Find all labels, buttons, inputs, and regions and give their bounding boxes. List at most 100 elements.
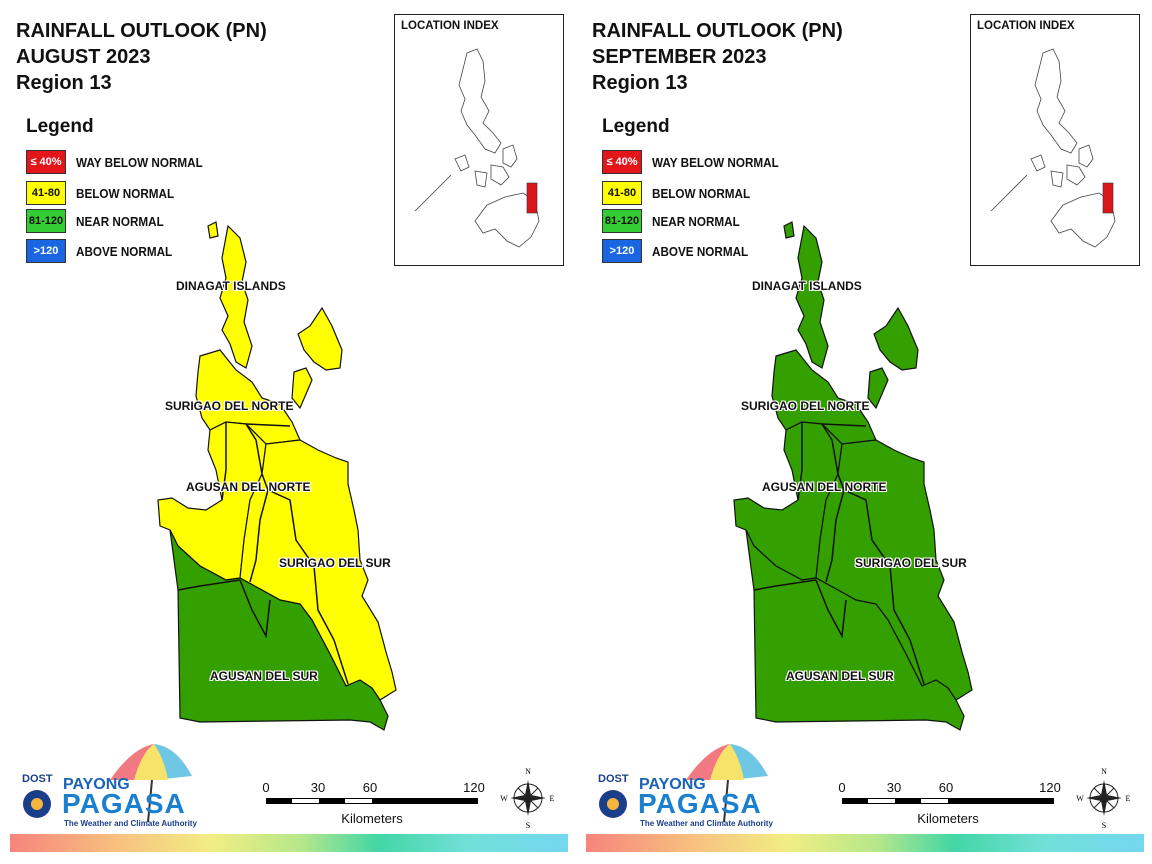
legend-swatch: ≤ 40%: [26, 150, 66, 174]
legend-swatch: 41-80: [602, 181, 642, 205]
label-agusan-norte: AGUSAN DEL NORTE: [186, 480, 311, 494]
boundary-line: [815, 579, 847, 639]
dinagat-island: [795, 224, 829, 369]
label-agusan-sur: AGUSAN DEL SUR: [786, 669, 894, 683]
scale-units: Kilometers: [341, 811, 403, 826]
siargao-island: [873, 306, 919, 371]
philippines-locator-map: [414, 48, 540, 248]
label-dinagat: DINAGAT ISLANDS: [752, 279, 862, 293]
label-surigao-norte: SURIGAO DEL NORTE: [165, 399, 294, 413]
boundary-line: [221, 422, 227, 501]
legend-item-way-below: ≤ 40% WAY BELOW NORMAL: [26, 149, 217, 175]
logo-dost: DOST: [598, 773, 629, 785]
scale-bar: 0 30 60 120 Kilometers: [838, 780, 1068, 830]
legend-item-below: 41-80 BELOW NORMAL: [602, 180, 761, 206]
region-13-highlight: [526, 182, 538, 214]
scale-bar-graphic: [266, 798, 478, 804]
boundary-line: [821, 423, 867, 427]
boundary-line: [797, 422, 803, 501]
title-line-3: Region 13: [592, 72, 688, 94]
map-title: RAINFALL OUTLOOK (PN) AUGUST 2023 Region…: [16, 18, 267, 96]
legend-label: ABOVE NORMAL: [76, 243, 173, 259]
scale-tick: 60: [362, 780, 378, 795]
legend-label: BELOW NORMAL: [652, 185, 751, 201]
legend-item-above: >120 ABOVE NORMAL: [26, 238, 183, 264]
boundary-line: [267, 489, 349, 685]
map-panel-september: RAINFALL OUTLOOK (PN) SEPTEMBER 2023 Reg…: [576, 0, 1152, 864]
location-index: LOCATION INDEX: [394, 14, 564, 266]
location-index-title: LOCATION INDEX: [401, 20, 499, 32]
dinagat-islet: [783, 221, 795, 239]
boundary-line: [753, 579, 817, 591]
region-13-map: [157, 221, 397, 731]
logo-tagline: The Weather and Climate Authority: [64, 819, 197, 828]
compass-rose-icon: N S W E: [500, 767, 555, 830]
bucas-grande: [291, 367, 313, 410]
compass-e: E: [1126, 794, 1131, 803]
bucas-grande: [867, 367, 889, 410]
logo-payong: PAYONG: [639, 776, 706, 793]
legend-label: WAY BELOW NORMAL: [76, 154, 203, 170]
legend-swatch: ≤ 40%: [602, 150, 642, 174]
legend-swatch: >120: [26, 239, 66, 263]
boundary-line: [239, 579, 271, 639]
scale-tick: 120: [463, 780, 485, 795]
logo-payong: PAYONG: [63, 776, 130, 793]
compass-n: N: [1101, 767, 1107, 776]
legend-item-way-below: ≤ 40% WAY BELOW NORMAL: [602, 149, 793, 175]
legend-item-below: 41-80 BELOW NORMAL: [26, 180, 185, 206]
title-line-1: RAINFALL OUTLOOK (PN): [592, 20, 843, 42]
boundary-line: [245, 423, 291, 427]
compass-s: S: [526, 821, 530, 830]
title-line-2: AUGUST 2023: [16, 46, 151, 68]
legend-title: Legend: [602, 116, 670, 137]
label-surigao-sur: SURIGAO DEL SUR: [279, 556, 391, 570]
logo-tagline: The Weather and Climate Authority: [640, 819, 773, 828]
legend-label: BELOW NORMAL: [76, 185, 175, 201]
legend-swatch: 41-80: [26, 181, 66, 205]
scale-units: Kilometers: [917, 811, 979, 826]
boundary-line: [843, 489, 925, 685]
map-panel-august: RAINFALL OUTLOOK (PN) AUGUST 2023 Region…: [10, 14, 568, 852]
dinagat-islet: [207, 221, 219, 239]
title-line-3: Region 13: [16, 72, 112, 94]
title-line-2: SEPTEMBER 2023: [592, 46, 767, 68]
legend-title: Legend: [26, 116, 94, 137]
dinagat-island: [219, 224, 253, 369]
footer-color-stripe: [586, 834, 1144, 852]
scale-bar-graphic: [842, 798, 1054, 804]
agusan-norte-near-strip: [169, 529, 389, 731]
scale-tick: 30: [886, 780, 902, 795]
label-surigao-sur: SURIGAO DEL SUR: [855, 556, 967, 570]
legend-label: NEAR NORMAL: [76, 213, 164, 229]
legend-swatch: >120: [602, 239, 642, 263]
label-agusan-sur: AGUSAN DEL SUR: [210, 669, 318, 683]
scale-tick: 120: [1039, 780, 1061, 795]
legend-label: WAY BELOW NORMAL: [652, 154, 779, 170]
scale-tick: 60: [938, 780, 954, 795]
label-agusan-norte: AGUSAN DEL NORTE: [762, 480, 887, 494]
legend-swatch: 81-120: [602, 209, 642, 233]
compass-rose-icon: N S W E: [1076, 767, 1131, 830]
compass-n: N: [525, 767, 531, 776]
boundary-line: [177, 579, 241, 591]
pagasa-logo: [23, 744, 192, 823]
pagasa-logo: [599, 744, 768, 823]
region-13-map: [733, 221, 973, 731]
logo-pagasa: PAGASA: [62, 788, 186, 819]
compass-w: W: [1076, 794, 1084, 803]
location-index-title: LOCATION INDEX: [977, 20, 1075, 32]
compass-e: E: [550, 794, 555, 803]
label-dinagat: DINAGAT ISLANDS: [176, 279, 286, 293]
legend-item-near: 81-120 NEAR NORMAL: [602, 208, 750, 234]
scale-tick: 0: [838, 780, 846, 795]
title-line-1: RAINFALL OUTLOOK (PN): [16, 20, 267, 42]
region-13-highlight: [1102, 182, 1114, 214]
scale-tick: 0: [262, 780, 270, 795]
location-index: LOCATION INDEX: [970, 14, 1140, 266]
philippines-locator-map: [990, 48, 1116, 248]
legend-item-near: 81-120 NEAR NORMAL: [26, 208, 174, 234]
label-surigao-norte: SURIGAO DEL NORTE: [741, 399, 870, 413]
legend-item-above: >120 ABOVE NORMAL: [602, 238, 759, 264]
scale-tick: 30: [310, 780, 326, 795]
